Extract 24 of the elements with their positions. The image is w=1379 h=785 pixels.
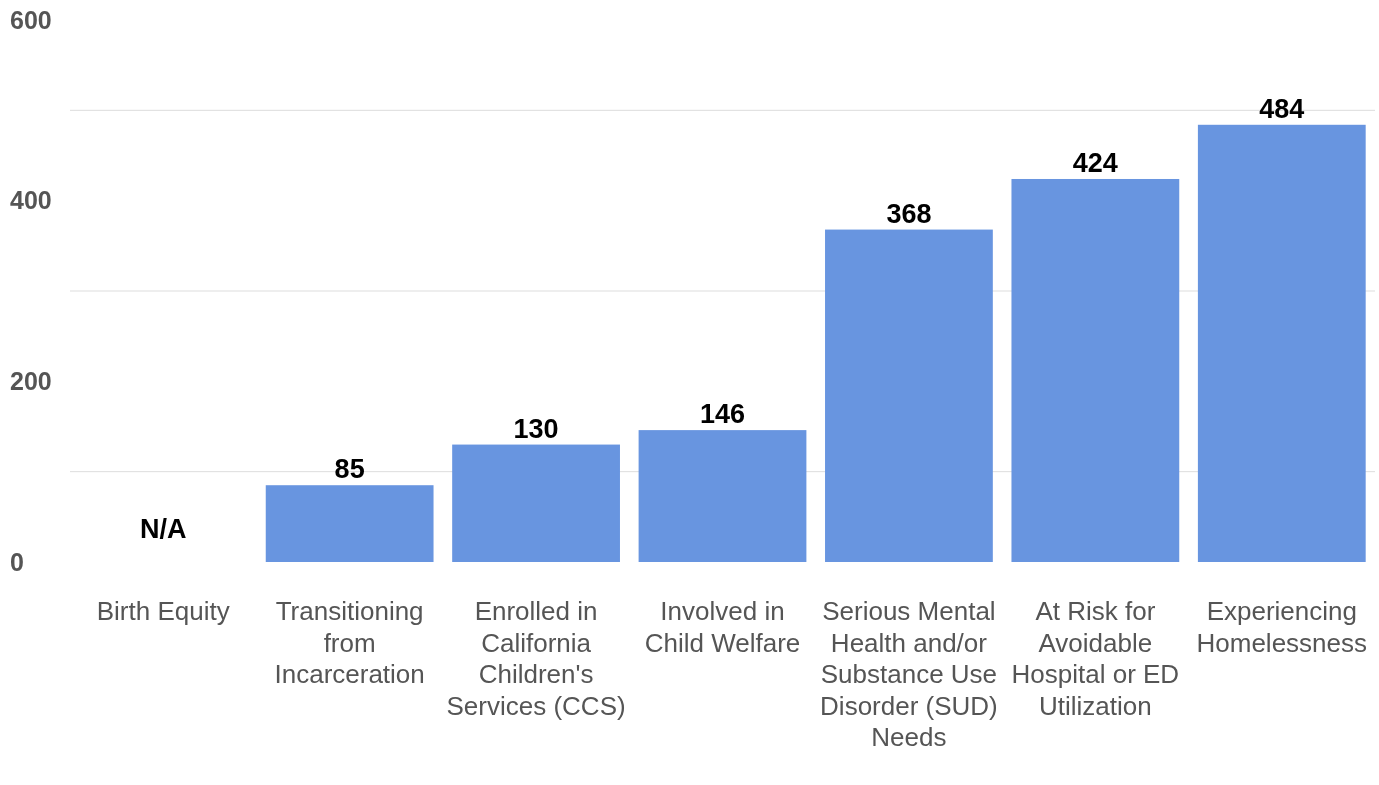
data-label: 484 [1259, 93, 1305, 124]
x-tick-label: Serious Mental Health and/or Substance Use Disorder (SUD) Needs [820, 596, 998, 752]
data-label: 368 [886, 198, 932, 229]
x-tick-label: Experiencing Homelessness [1196, 596, 1368, 658]
x-tick-label: Birth Equity [96, 596, 230, 626]
y-tick-label: 0 [10, 547, 24, 576]
y-tick-label: 200 [10, 367, 52, 396]
bar [1011, 178, 1180, 562]
data-label: 130 [513, 413, 559, 444]
bar [1197, 124, 1366, 562]
y-tick-label: 600 [10, 5, 52, 34]
bar [265, 485, 434, 562]
bar [825, 229, 993, 562]
bar [638, 430, 807, 562]
data-label: 85 [334, 454, 365, 485]
bar [452, 444, 620, 562]
data-label: 146 [699, 399, 746, 430]
y-tick-label: 400 [10, 186, 52, 215]
x-tick-label: Involved in Child Welfare [644, 596, 801, 658]
data-label: 424 [1072, 147, 1118, 178]
x-tick-label: Enrolled in California Children's Services (CCS) [446, 596, 626, 721]
x-tick-label: At Risk for Avoidable Hospital or ED Utilization [1011, 596, 1180, 721]
x-tick-label: Transitioning from Incarceration [274, 596, 425, 689]
text: N/A [139, 514, 187, 544]
